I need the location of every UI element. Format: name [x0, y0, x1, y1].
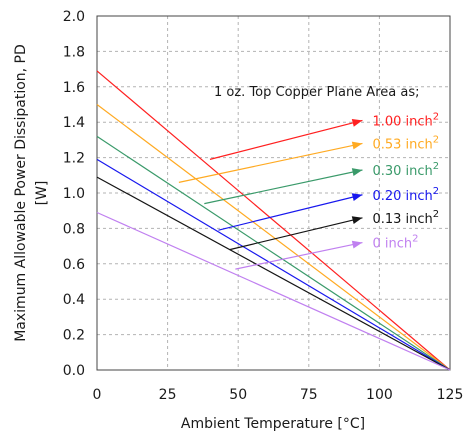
plot-frame	[96, 15, 451, 371]
series-line-0	[96, 211, 451, 371]
callout-layer	[178, 119, 363, 270]
legend-layer: 1.00 inch2 0.53 inch2 0.30 inch2 0.20 inch2…	[372, 111, 439, 251]
y-axis-unit: [W]	[34, 181, 50, 206]
y-tick-label: 1.4	[63, 115, 85, 131]
x-tick-label: 75	[300, 387, 318, 403]
callout-arrow	[209, 119, 363, 160]
y-tick-label: 1.0	[63, 186, 85, 202]
callout-arrowhead	[351, 168, 363, 176]
callout-arrow	[235, 241, 363, 270]
x-tick-label: 50	[229, 387, 247, 403]
y-tick-label: 0.6	[63, 257, 85, 273]
legend-label-0-30: 0.30 inch2	[372, 161, 439, 179]
y-tick-label: 1.2	[63, 151, 85, 167]
tick-layer: 0 25 50 75 100 125 0.0 0.2 0.4 0.6 0.8 1.0 1.2 1.4 1.6…	[63, 9, 464, 403]
y-tick-label: 2.0	[63, 9, 85, 25]
series-line-1-00	[96, 70, 451, 371]
callout-arrow	[218, 194, 363, 231]
legend-label-0-13: 0.13 inch2	[372, 209, 439, 227]
series-line-0-20	[96, 158, 451, 371]
y-tick-label: 0.0	[63, 363, 85, 379]
series-line-0-53	[96, 104, 451, 371]
series-line-0-30	[96, 135, 451, 371]
callout-arrowhead	[351, 141, 363, 150]
x-axis-label: Ambient Temperature [°C]	[181, 416, 365, 432]
y-tick-label: 1.8	[63, 44, 85, 60]
callout-arrowhead	[351, 240, 363, 249]
callout-arrowhead	[351, 216, 363, 225]
legend-label-0-53: 0.53 inch2	[372, 134, 439, 152]
callout-arrow	[178, 142, 363, 183]
series-line-0-13	[96, 176, 451, 371]
x-tick-label: 100	[366, 387, 393, 403]
legend-label-1-00: 1.00 inch2	[372, 111, 439, 129]
x-tick-label: 125	[437, 387, 464, 403]
callout-arrowhead	[351, 193, 363, 202]
y-tick-label: 1.6	[63, 80, 85, 96]
x-tick-label: 25	[159, 387, 177, 403]
legend-title: 1 oz. Top Copper Plane Area as;	[214, 85, 419, 100]
y-axis-label: Maximum Allowable Power Dissipation, PD	[13, 44, 29, 342]
legend-label-0-20: 0.20 inch2	[372, 186, 439, 204]
y-tick-label: 0.8	[63, 221, 85, 237]
callout-arrowhead	[351, 119, 363, 127]
legend-label-0: 0 inch2	[372, 234, 418, 252]
y-tick-label: 0.4	[63, 292, 85, 308]
y-tick-label: 0.2	[63, 328, 85, 344]
x-tick-label: 0	[93, 387, 102, 403]
series-layer	[96, 70, 451, 371]
callout-arrow	[204, 169, 363, 205]
callout-arrow	[229, 217, 363, 251]
